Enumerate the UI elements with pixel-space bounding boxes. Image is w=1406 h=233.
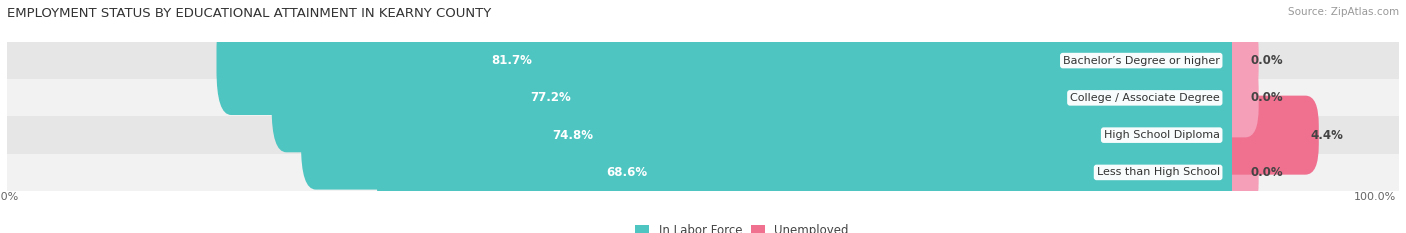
Text: Bachelor’s Degree or higher: Bachelor’s Degree or higher <box>1063 56 1219 65</box>
Text: 0.0%: 0.0% <box>1250 91 1282 104</box>
Text: High School Diploma: High School Diploma <box>1104 130 1219 140</box>
FancyBboxPatch shape <box>301 81 1247 190</box>
Text: 0.0%: 0.0% <box>1250 54 1282 67</box>
Legend: In Labor Force, Unemployed: In Labor Force, Unemployed <box>630 219 853 233</box>
FancyBboxPatch shape <box>1219 96 1319 175</box>
Text: 0.0%: 0.0% <box>1250 166 1282 179</box>
Text: 4.4%: 4.4% <box>1310 129 1343 142</box>
FancyBboxPatch shape <box>1219 21 1258 100</box>
Text: 100.0%: 100.0% <box>1354 192 1396 202</box>
FancyBboxPatch shape <box>1232 79 1399 116</box>
Text: Source: ZipAtlas.com: Source: ZipAtlas.com <box>1288 7 1399 17</box>
FancyBboxPatch shape <box>1232 154 1399 191</box>
FancyBboxPatch shape <box>1232 116 1399 154</box>
Text: College / Associate Degree: College / Associate Degree <box>1070 93 1219 103</box>
Text: 74.8%: 74.8% <box>551 129 593 142</box>
FancyBboxPatch shape <box>217 6 1247 115</box>
FancyBboxPatch shape <box>7 42 1232 79</box>
Text: 81.7%: 81.7% <box>491 54 531 67</box>
FancyBboxPatch shape <box>1232 42 1399 79</box>
FancyBboxPatch shape <box>7 116 1232 154</box>
FancyBboxPatch shape <box>1219 58 1258 137</box>
FancyBboxPatch shape <box>271 43 1247 152</box>
Text: Less than High School: Less than High School <box>1097 168 1219 177</box>
FancyBboxPatch shape <box>377 118 1247 227</box>
Text: EMPLOYMENT STATUS BY EDUCATIONAL ATTAINMENT IN KEARNY COUNTY: EMPLOYMENT STATUS BY EDUCATIONAL ATTAINM… <box>7 7 491 20</box>
Text: 100.0%: 100.0% <box>0 192 20 202</box>
FancyBboxPatch shape <box>7 154 1232 191</box>
Text: 68.6%: 68.6% <box>606 166 648 179</box>
FancyBboxPatch shape <box>7 79 1232 116</box>
Text: 77.2%: 77.2% <box>530 91 571 104</box>
FancyBboxPatch shape <box>1219 133 1258 212</box>
